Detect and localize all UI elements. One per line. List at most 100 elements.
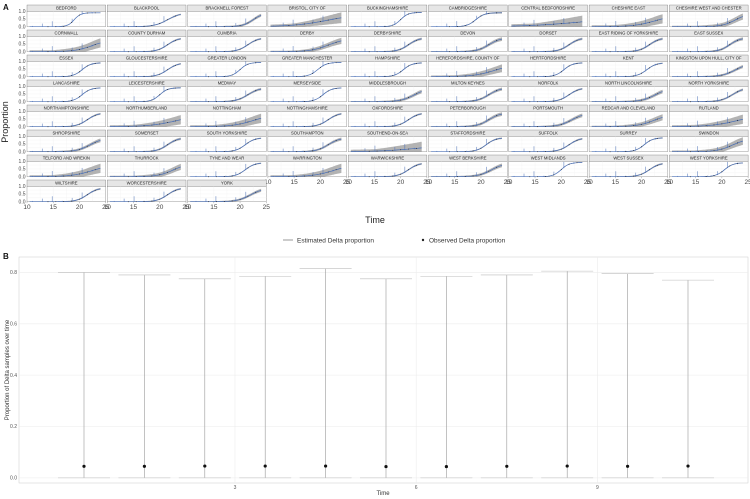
facet-point <box>296 175 298 177</box>
facet-point <box>656 93 658 95</box>
facet-point <box>335 41 337 43</box>
panel-b-plot: 0.0 0.2 0.4 0.6 0.8 3 6 9 <box>10 256 749 491</box>
facet-point <box>545 24 546 26</box>
facet-line-hampshire <box>350 62 422 78</box>
facet-point <box>167 144 169 146</box>
facet-title-west-yorkshire: WEST YORKSHIRE <box>690 156 728 161</box>
legend-observed-label: Observed Delta proportion <box>429 238 506 245</box>
facet-point <box>472 74 474 76</box>
facet-point <box>79 173 80 175</box>
facet-cornwall: CORNWALL 1.0 0.50.0 <box>19 29 106 55</box>
facet-point <box>167 194 169 196</box>
panel-b-point <box>444 464 448 469</box>
facet-point <box>247 94 249 96</box>
facet-point <box>496 166 498 168</box>
facet-point <box>63 25 65 27</box>
facet-oxfordshire: OXFORDSHIRE <box>348 104 428 128</box>
facet-xtick-label: 15 <box>692 179 700 186</box>
facet-point <box>648 97 650 99</box>
facet-kingston-upon-hull-city-of: KINGSTON UPON HULL, CITY OF <box>669 54 749 78</box>
facet-point <box>63 151 65 152</box>
facet-point <box>94 141 96 143</box>
facet-portsmouth: PORTSMOUTH <box>508 104 588 128</box>
facet-point <box>656 63 658 65</box>
facet-point <box>656 39 658 41</box>
facet-point <box>560 48 562 50</box>
facet-point <box>713 25 715 27</box>
facet-point <box>79 123 80 125</box>
facet-point <box>576 62 578 64</box>
facet-point <box>94 114 96 116</box>
facet-derby: DERBY <box>267 29 347 53</box>
facet-point <box>368 150 370 152</box>
facet-bedford: BEDFORD 1.0 0.50.0 <box>19 4 106 30</box>
facet-point <box>231 74 233 76</box>
facet-point <box>552 150 554 152</box>
facet-point <box>464 176 466 177</box>
facet-point <box>633 150 635 151</box>
facet-cheshire-east: CHESHIRE EAST <box>588 4 668 28</box>
facet-point <box>247 121 249 123</box>
facet-point <box>231 100 233 102</box>
facet-point <box>151 124 153 126</box>
facet-point <box>537 51 539 53</box>
facet-point <box>223 101 225 102</box>
facet-title-tyne-and-wear: TYNE AND WEAR <box>210 156 245 161</box>
facet-point <box>255 39 257 41</box>
facet-point <box>94 62 96 64</box>
facet-line-bristol-city-of <box>270 17 342 27</box>
facet-point <box>697 26 699 28</box>
facet-point <box>705 176 707 177</box>
panel-a-letter: A <box>3 3 9 12</box>
facet-title-milton-keynes: MILTON KEYNES <box>451 81 485 86</box>
panel-b-point <box>203 464 207 468</box>
facet-point <box>488 12 490 14</box>
facet-title-derby: DERBY <box>300 31 315 36</box>
facet-point <box>384 176 386 177</box>
facet-point <box>127 51 129 53</box>
facet-northumberland: NORTHUMBERLAND <box>107 104 187 127</box>
facet-point <box>71 75 73 76</box>
facet-point <box>86 145 88 147</box>
facet-point <box>545 151 546 152</box>
facet-point <box>496 115 498 117</box>
facet-point <box>697 125 699 127</box>
facet-point <box>392 100 394 102</box>
facet-point <box>135 176 137 178</box>
facet-point <box>529 176 531 178</box>
facet-point <box>167 122 169 124</box>
facet-point <box>208 126 210 127</box>
facet-ytick-label: 0.0 <box>19 174 26 180</box>
facet-point <box>529 25 531 26</box>
facet-point <box>216 26 217 28</box>
facet-point <box>609 26 611 27</box>
facet-point <box>617 25 619 27</box>
facet-point <box>721 74 723 76</box>
facet-line-west-sussex <box>591 163 663 178</box>
facet-ytick-label: 1.0 <box>19 134 26 140</box>
facet-point <box>167 19 169 21</box>
facet-middlesbrough: MIDDLESBROUGH <box>348 79 428 103</box>
facet-bristol-city-of: BRISTOL, CITY OF <box>267 4 347 27</box>
facet-title-greater-manchester: GREATER MANCHESTER <box>282 56 332 61</box>
facet-point <box>208 176 210 178</box>
facet-point <box>79 14 80 16</box>
facet-point <box>127 125 129 127</box>
facet-point <box>552 100 554 102</box>
panel-b-point-group-6 <box>360 278 412 479</box>
facet-point <box>368 26 370 28</box>
facet-point <box>560 71 562 73</box>
facet-point <box>617 51 619 53</box>
facet-point <box>464 75 466 77</box>
facet-line-thurrock <box>109 166 181 178</box>
facet-line-shropshire <box>29 140 101 153</box>
facet-west-yorkshire: WEST YORKSHIRE 10 15 20 25 <box>666 154 750 186</box>
facet-point <box>239 98 241 100</box>
facet-point <box>472 50 474 52</box>
facet-point <box>175 64 176 66</box>
facet-xtick-label: 10 <box>425 179 433 186</box>
facet-point <box>496 40 498 42</box>
facet-point <box>376 51 378 53</box>
facet-point <box>71 50 73 52</box>
facet-point <box>656 137 658 139</box>
